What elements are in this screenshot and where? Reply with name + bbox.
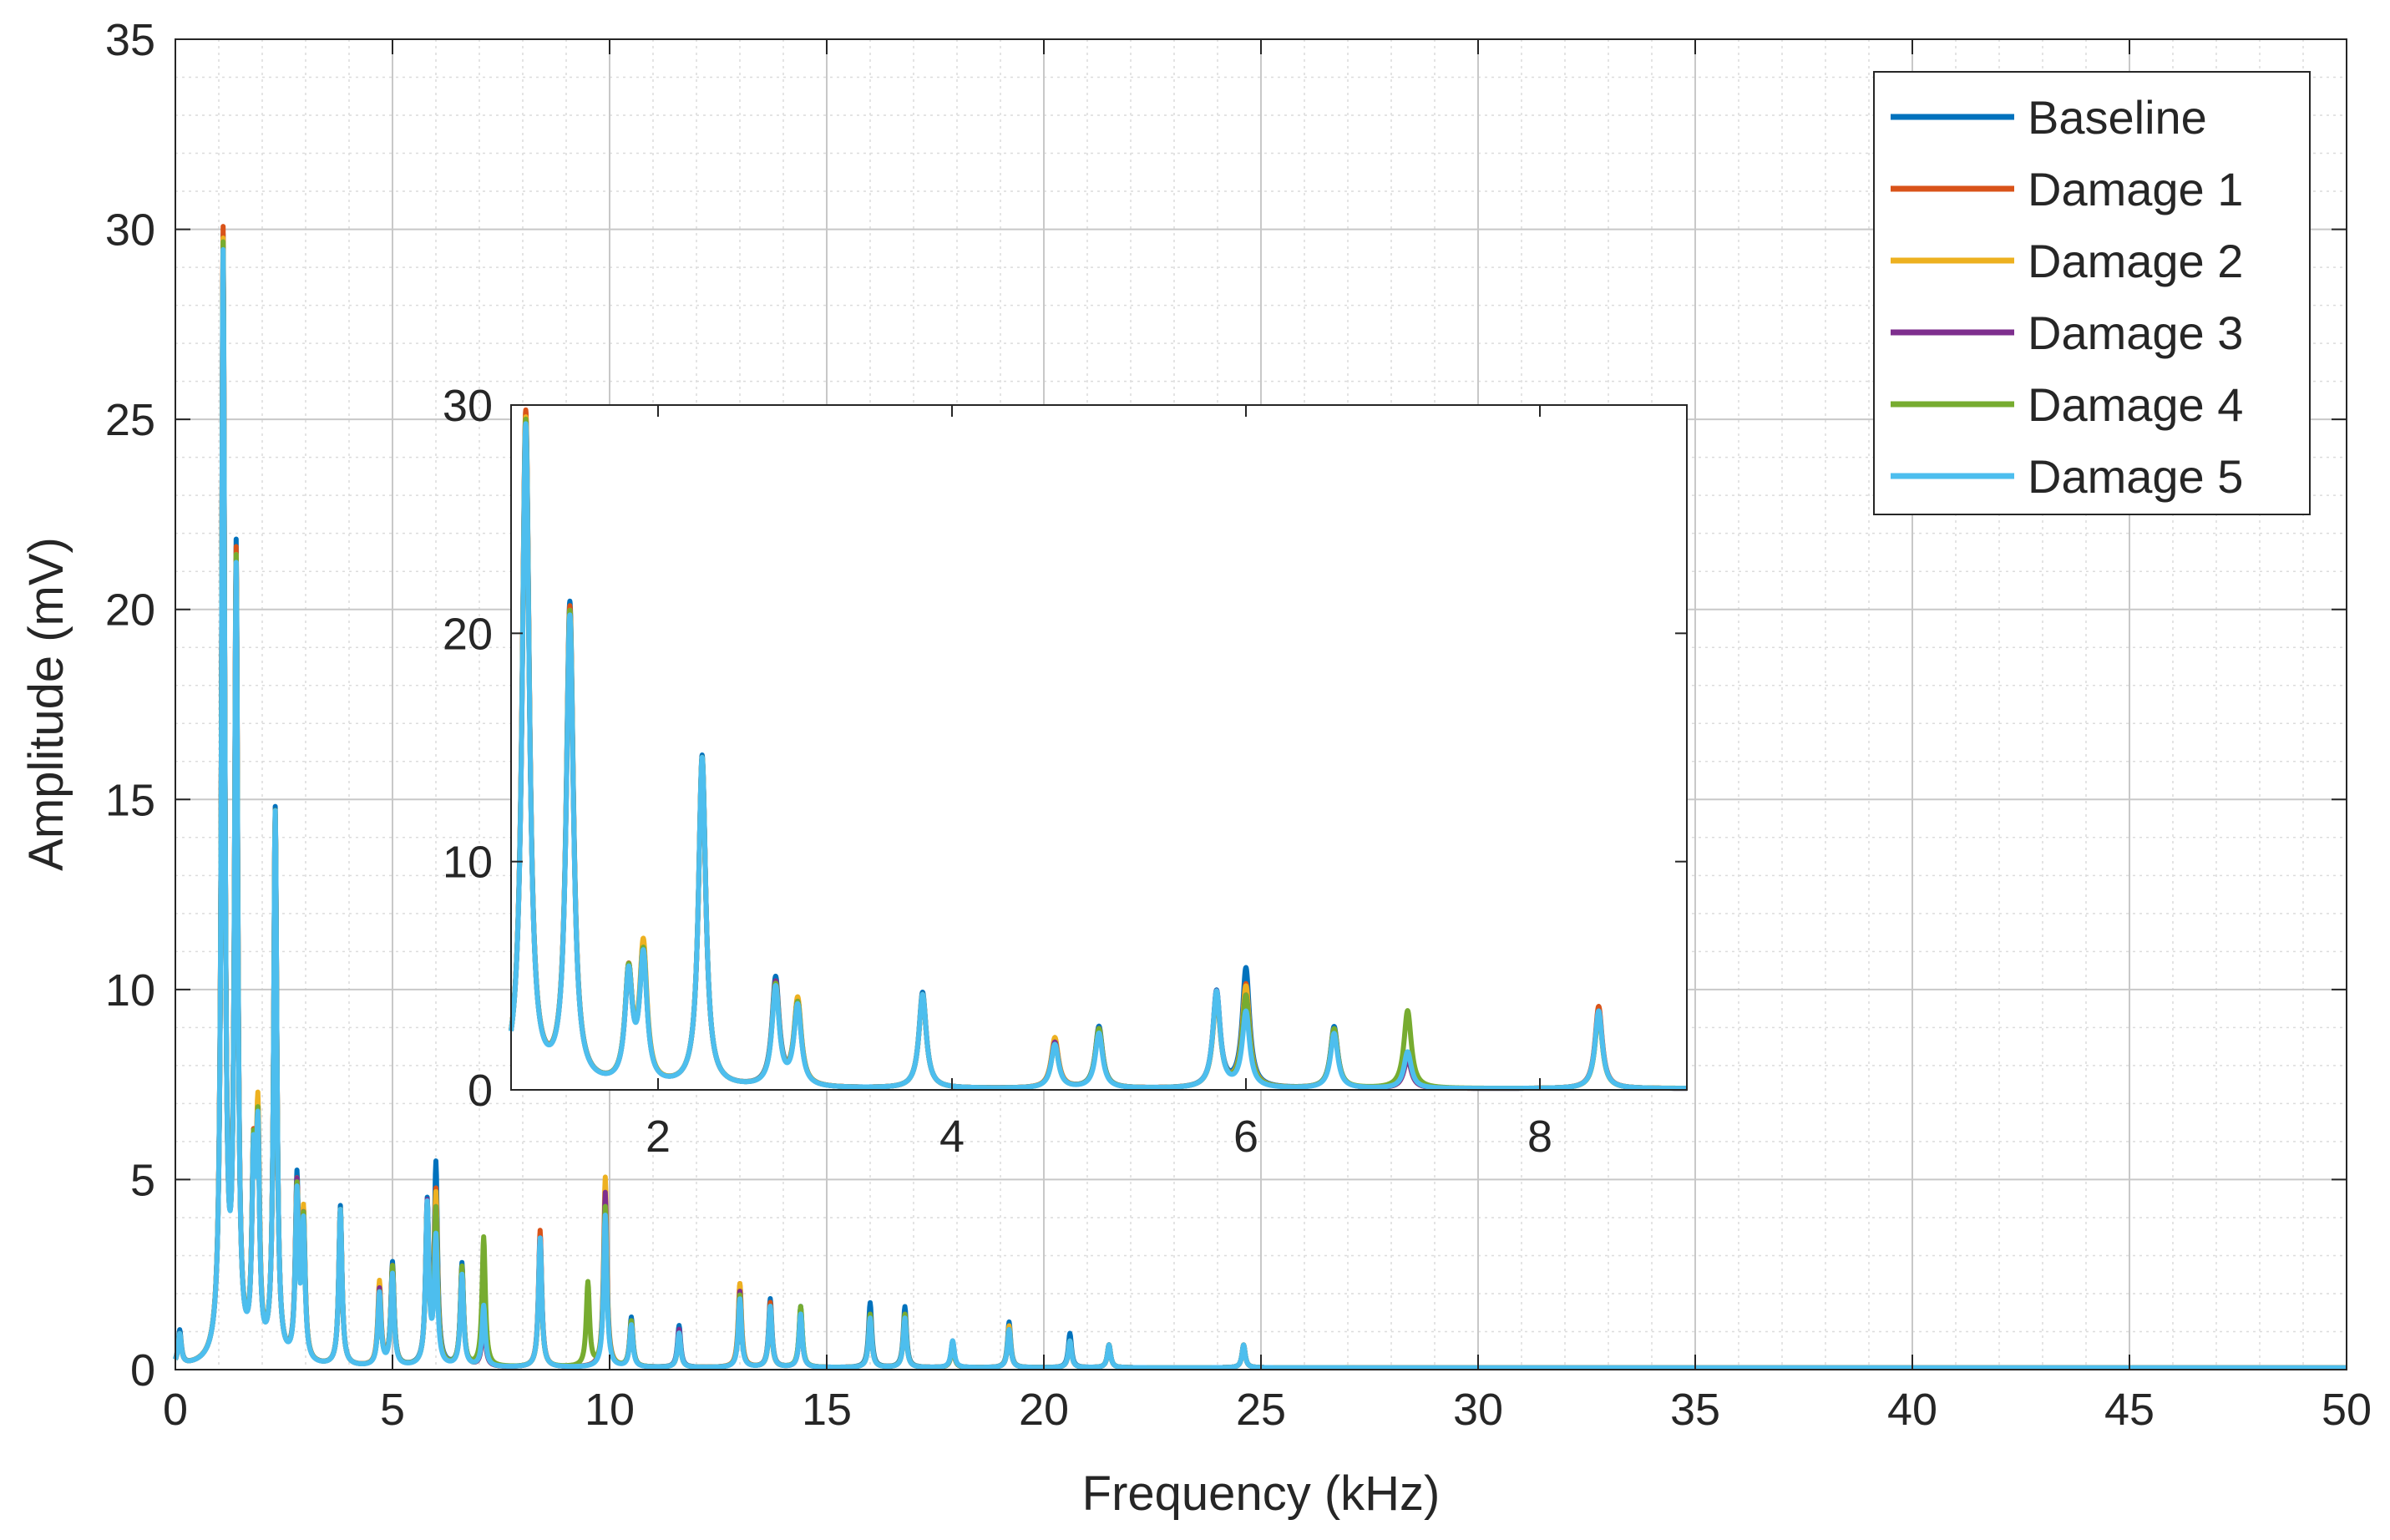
x-tick-label: 35: [1670, 1385, 1720, 1435]
inset-x-tick-label: 8: [1527, 1112, 1552, 1162]
y-tick-label: 25: [105, 395, 155, 445]
inset-y-tick-label: 20: [443, 609, 493, 659]
inset-x-tick-label: 2: [646, 1112, 671, 1162]
y-tick-label: 5: [130, 1155, 155, 1205]
legend-entry-label: Damage 2: [2028, 235, 2243, 287]
y-tick-label: 20: [105, 585, 155, 636]
inset-axis-ticks: 2 4 6 8 0 10 20 30: [443, 381, 1687, 1162]
legend-entry-label: Damage 3: [2028, 306, 2243, 359]
x-tick-label: 5: [380, 1385, 405, 1435]
y-tick-label: 35: [105, 15, 155, 65]
y-tick-label: 15: [105, 775, 155, 825]
x-tick-label: 25: [1236, 1385, 1286, 1435]
inset-x-tick-label: 6: [1233, 1112, 1258, 1162]
legend-entry-label: Baseline: [2028, 91, 2207, 144]
x-tick-label: 0: [163, 1385, 188, 1435]
y-tick-label: 30: [105, 205, 155, 256]
y-tick-label: 10: [105, 965, 155, 1016]
legend: Baseline Damage 1 Damage 2 Damage 3 Damage 4…: [1873, 71, 2311, 515]
inset-zoom-plot: 2 4 6 8 0 10 20 30: [443, 381, 1689, 1162]
inset-series-lines: [509, 407, 1689, 1092]
x-tick-label: 15: [802, 1385, 852, 1435]
inset-series-line-damage-5: [509, 421, 1689, 1092]
legend-box: [1873, 71, 2311, 515]
y-axis-label: Amplitude (mV): [19, 537, 73, 871]
legend-entry-label: Damage 5: [2028, 450, 2243, 503]
inset-frame: [510, 404, 1688, 1091]
x-tick-label: 10: [585, 1385, 635, 1435]
inset-x-tick-label: 4: [939, 1112, 965, 1162]
inset-y-tick-label: 30: [443, 381, 493, 431]
x-tick-label: 20: [1019, 1385, 1069, 1435]
y-tick-label: 0: [130, 1345, 155, 1396]
legend-entry-label: Damage 1: [2028, 163, 2243, 215]
inset-y-tick-label: 10: [443, 838, 493, 888]
x-tick-label: 50: [2322, 1385, 2372, 1435]
x-axis-label: Frequency (kHz): [1082, 1467, 1441, 1521]
x-tick-label: 45: [2104, 1385, 2155, 1435]
legend-entry-label: Damage 4: [2028, 378, 2243, 431]
inset-y-tick-label: 0: [468, 1066, 493, 1116]
inset-background: [511, 405, 1687, 1090]
x-tick-label: 40: [1887, 1385, 1937, 1435]
x-tick-label: 30: [1453, 1385, 1503, 1435]
